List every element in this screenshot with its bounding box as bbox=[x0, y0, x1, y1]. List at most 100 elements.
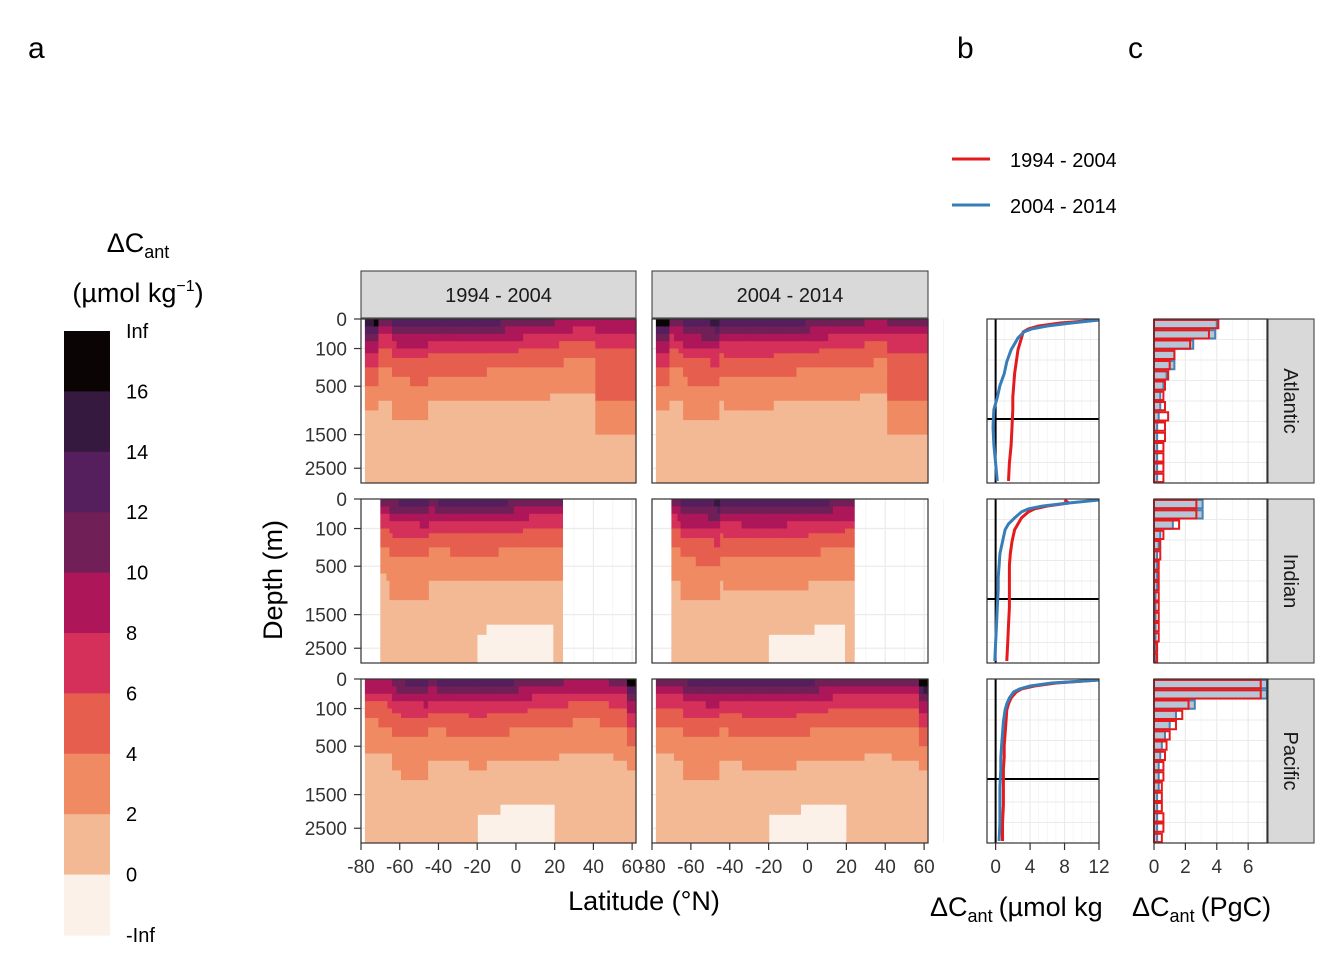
contour-cell bbox=[613, 319, 619, 327]
contour-cell bbox=[414, 348, 420, 354]
contour-cell bbox=[532, 624, 536, 636]
contour-cell bbox=[383, 634, 388, 649]
contour-cell bbox=[778, 341, 784, 350]
contour-cell bbox=[477, 573, 482, 582]
contour-cell bbox=[382, 708, 389, 714]
contour-cell bbox=[586, 468, 592, 484]
contour-cell bbox=[750, 537, 755, 548]
contour-cell bbox=[441, 624, 445, 636]
contour-cell bbox=[756, 556, 761, 567]
contour-cell bbox=[710, 341, 716, 350]
contour-cell bbox=[410, 326, 416, 335]
contour-cell bbox=[726, 547, 730, 558]
contour-cell bbox=[701, 513, 706, 522]
contour-cell bbox=[473, 376, 479, 387]
facet-pacific-0 bbox=[360, 678, 652, 844]
contour-cell bbox=[416, 624, 421, 636]
contour-cell bbox=[755, 420, 761, 436]
contour-cell bbox=[364, 367, 370, 378]
contour-cell bbox=[407, 528, 412, 534]
contour-cell bbox=[538, 547, 542, 558]
contour-cell bbox=[814, 386, 820, 395]
contour-cell bbox=[829, 513, 834, 522]
contour-cell bbox=[389, 600, 394, 616]
contour-cell bbox=[482, 454, 488, 469]
contour-cell bbox=[595, 434, 601, 446]
contour-cell bbox=[701, 506, 706, 515]
contour-cell bbox=[674, 367, 680, 378]
contour-cell bbox=[814, 590, 819, 601]
contour-cell bbox=[882, 333, 888, 342]
contour-cell bbox=[595, 341, 601, 350]
contour-cell bbox=[538, 521, 542, 530]
contour-cell bbox=[778, 410, 784, 421]
contour-cell bbox=[516, 573, 521, 582]
contour-cell bbox=[764, 454, 770, 469]
contour-cell bbox=[581, 468, 587, 484]
contour-cell bbox=[513, 634, 518, 649]
contour-cell bbox=[568, 420, 574, 436]
contour-cell bbox=[711, 614, 715, 626]
contour-cell bbox=[701, 533, 706, 539]
contour-cell bbox=[750, 590, 755, 601]
contour-cell bbox=[774, 499, 779, 507]
contour-cell bbox=[747, 648, 752, 664]
contour-cell bbox=[823, 513, 828, 522]
contour-cell bbox=[760, 410, 766, 421]
contour-cell bbox=[447, 547, 451, 558]
contour-cell bbox=[626, 468, 633, 484]
contour-cell bbox=[369, 746, 375, 755]
contour-cell bbox=[829, 600, 834, 616]
contour-cell bbox=[545, 348, 551, 354]
contour-cell bbox=[753, 537, 758, 548]
contour-cell bbox=[401, 770, 407, 781]
contour-cell bbox=[848, 648, 852, 664]
contour-cell bbox=[660, 326, 666, 335]
contour-cell bbox=[455, 727, 461, 738]
colorbar-label-3: 12 bbox=[126, 502, 148, 524]
contour-cell bbox=[473, 444, 479, 456]
contour-cell bbox=[744, 506, 749, 515]
contour-cell bbox=[720, 580, 724, 592]
contour-cell bbox=[431, 573, 436, 582]
contour-cell bbox=[896, 393, 902, 402]
contour-cell bbox=[811, 499, 816, 507]
contour-cell bbox=[532, 357, 538, 368]
contour-cell bbox=[559, 434, 565, 446]
contour-cell bbox=[768, 499, 773, 507]
contour-cell bbox=[378, 348, 384, 354]
contour-cell bbox=[622, 341, 628, 350]
contour-cell bbox=[554, 468, 560, 484]
contour-cell bbox=[746, 367, 752, 378]
contour-cell bbox=[793, 547, 797, 558]
contour-cell bbox=[404, 513, 409, 522]
contour-cell bbox=[468, 590, 472, 601]
contour-cell bbox=[878, 357, 884, 368]
contour-cell bbox=[732, 326, 739, 335]
contour-cell bbox=[541, 634, 545, 649]
contour-cell bbox=[683, 357, 689, 368]
contour-cell bbox=[781, 556, 785, 567]
contour-cell bbox=[829, 533, 834, 539]
contour-cell bbox=[410, 746, 416, 755]
contour-cell bbox=[820, 580, 825, 592]
contour-cell bbox=[386, 528, 391, 534]
contour-cell bbox=[918, 400, 925, 412]
contour-cell bbox=[791, 434, 798, 446]
contour-cell bbox=[765, 528, 770, 534]
contour-cell bbox=[489, 634, 494, 649]
contour-cell bbox=[391, 434, 398, 446]
contour-cell bbox=[741, 547, 746, 558]
contour-cell bbox=[419, 434, 425, 446]
contour-cell bbox=[554, 444, 560, 456]
contour-cell bbox=[717, 580, 721, 592]
contour-cell bbox=[468, 679, 474, 687]
contour-cell bbox=[572, 353, 578, 359]
contour-cell bbox=[559, 410, 565, 421]
contour-cell bbox=[556, 580, 560, 592]
contour-cell bbox=[401, 393, 407, 402]
contour-cell bbox=[413, 580, 418, 592]
contour-cell bbox=[516, 648, 521, 664]
contour-cell bbox=[714, 513, 718, 522]
contour-cell bbox=[692, 537, 697, 548]
